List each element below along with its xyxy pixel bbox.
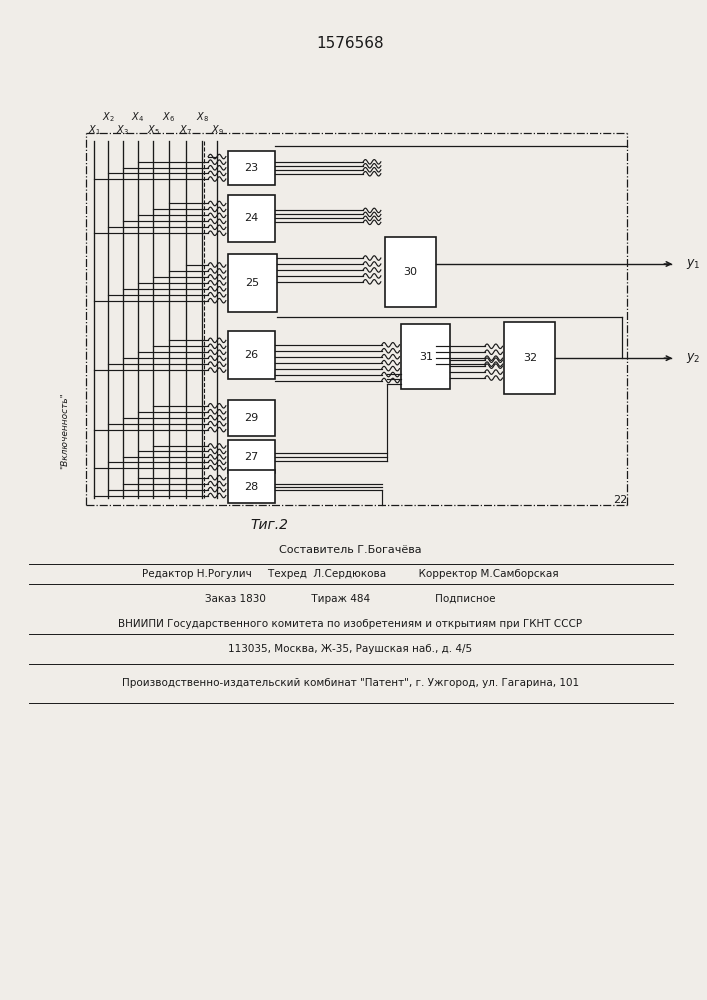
Text: Заказ 1830              Тираж 484                    Подписное: Заказ 1830 Тираж 484 Подписное xyxy=(205,594,496,604)
Bar xyxy=(402,324,450,389)
Text: "Включенность": "Включенность" xyxy=(61,392,69,469)
Bar xyxy=(228,331,275,379)
Text: 25: 25 xyxy=(245,278,259,288)
Text: $y_1$: $y_1$ xyxy=(686,257,701,271)
Bar xyxy=(228,440,275,473)
Text: $X_7$: $X_7$ xyxy=(179,123,192,137)
Text: 26: 26 xyxy=(245,350,259,360)
Text: $X_2$: $X_2$ xyxy=(102,110,115,124)
Text: 32: 32 xyxy=(523,353,537,363)
Bar xyxy=(228,151,275,185)
Text: Редактор Н.Рогулич     Техред  Л.Сердюкова          Корректор М.Самборская: Редактор Н.Рогулич Техред Л.Сердюкова Ко… xyxy=(142,569,559,579)
Text: Производственно-издательский комбинат "Патент", г. Ужгород, ул. Гагарина, 101: Производственно-издательский комбинат "П… xyxy=(122,678,579,688)
Text: $X_8$: $X_8$ xyxy=(196,110,209,124)
Text: 113035, Москва, Ж-35, Раушская наб., д. 4/5: 113035, Москва, Ж-35, Раушская наб., д. … xyxy=(228,644,472,654)
Bar xyxy=(228,470,275,503)
Text: 29: 29 xyxy=(244,413,259,423)
Text: $X_1$: $X_1$ xyxy=(88,123,101,137)
Text: 31: 31 xyxy=(419,352,433,362)
Bar xyxy=(228,254,277,312)
Text: 24: 24 xyxy=(244,213,259,223)
Text: 30: 30 xyxy=(403,267,417,277)
Text: 23: 23 xyxy=(245,163,259,173)
Text: Τиг.2: Τиг.2 xyxy=(250,518,288,532)
Text: $X_5$: $X_5$ xyxy=(147,123,160,137)
Text: $X_6$: $X_6$ xyxy=(163,110,175,124)
Text: $X_4$: $X_4$ xyxy=(131,110,144,124)
Text: 28: 28 xyxy=(244,482,259,492)
Text: $X_9$: $X_9$ xyxy=(211,123,223,137)
Bar xyxy=(228,195,275,242)
Text: 27: 27 xyxy=(244,452,259,462)
Bar xyxy=(504,322,556,394)
Text: $X_3$: $X_3$ xyxy=(117,123,129,137)
Text: 1576568: 1576568 xyxy=(317,36,384,51)
Text: $y_2$: $y_2$ xyxy=(686,351,700,365)
Bar xyxy=(385,237,436,307)
Text: 22: 22 xyxy=(613,495,627,505)
Bar xyxy=(228,400,275,436)
Text: ВНИИПИ Государственного комитета по изобретениям и открытиям при ГКНТ СССР: ВНИИПИ Государственного комитета по изоб… xyxy=(118,619,583,629)
Text: Составитель Г.Богачёва: Составитель Г.Богачёва xyxy=(279,545,422,555)
